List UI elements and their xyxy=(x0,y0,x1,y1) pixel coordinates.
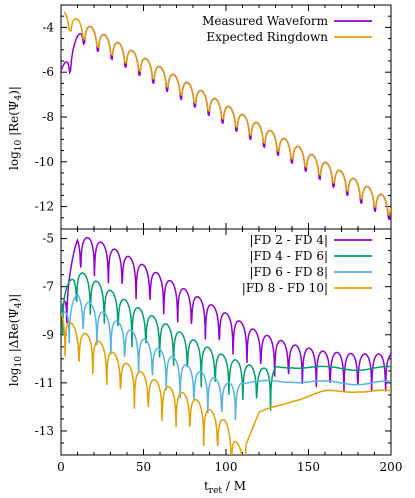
legend-label: Measured Waveform xyxy=(202,14,328,28)
y-tick-label: -4 xyxy=(42,20,54,34)
bottom-panel: 0 50 100 150 200 -13 -11 -9 -7 -5 |FD 2 - FD 4| |FD… xyxy=(35,228,403,474)
legend-label: Expected Ringdown xyxy=(206,30,328,44)
legend-label: |FD 4 - FD 6| xyxy=(249,249,328,263)
series-line-4 xyxy=(61,312,391,455)
x-tick-label: 0 xyxy=(57,460,65,474)
series-line-1 xyxy=(61,236,391,392)
y-tick-label: -12 xyxy=(35,200,54,214)
y-tick-label: -6 xyxy=(42,65,54,79)
y-tick-label: -9 xyxy=(42,328,54,342)
y-tick-label: -13 xyxy=(35,424,54,438)
y-tick-label: -11 xyxy=(35,376,54,390)
y-tick-label: -7 xyxy=(42,280,54,294)
legend-label: |FD 2 - FD 4| xyxy=(249,233,328,247)
legend-label: |FD 6 - FD 8| xyxy=(249,265,328,279)
x-tick-label: 200 xyxy=(380,460,403,474)
x-tick-label: 100 xyxy=(215,460,238,474)
top-panel: -12 -10 -8 -6 -4 Measured Waveform Expected Ri… xyxy=(35,4,392,230)
series-line-measured-waveform xyxy=(61,25,391,221)
x-tick-label: 50 xyxy=(136,460,151,474)
series-line-expected-ringdown xyxy=(63,11,391,216)
bottom-y-axis-label: log10 |ΔRe(Ψ4)| xyxy=(7,294,24,387)
series-line-2 xyxy=(61,272,391,411)
top-y-axis-label: log10 |Re(Ψ4)| xyxy=(7,86,24,170)
y-tick-label: -5 xyxy=(42,232,54,246)
y-tick-label: -10 xyxy=(35,155,54,169)
y-tick-label: -8 xyxy=(42,110,54,124)
x-axis-label: tret / M xyxy=(204,479,246,496)
legend-label: |FD 8 - FD 10| xyxy=(242,281,328,295)
x-tick-label: 150 xyxy=(297,460,320,474)
series-line-3 xyxy=(61,293,391,421)
